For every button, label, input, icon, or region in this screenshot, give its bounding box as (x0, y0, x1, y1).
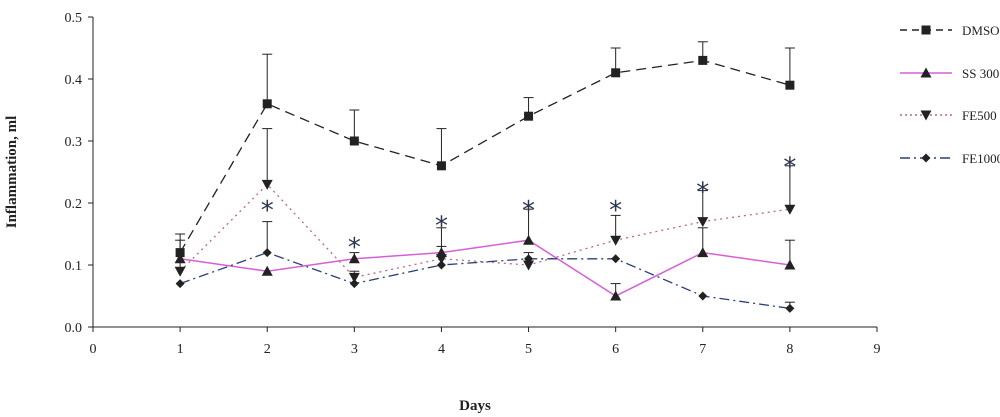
y-tick-label: 0.5 (65, 11, 83, 26)
data-point-ss-300 (261, 265, 273, 276)
data-point-dmso (262, 99, 272, 109)
data-point-fe500 (610, 235, 622, 246)
significance-star: * (609, 196, 622, 226)
y-tick-label: 0.0 (65, 321, 83, 336)
data-point-fe500 (523, 260, 535, 271)
data-point-fe1000 (436, 260, 446, 270)
x-tick-label: 0 (90, 342, 97, 357)
data-point-fe1000 (611, 254, 621, 264)
data-point-dmso (698, 55, 708, 65)
legend-label-fe500: FE500 (962, 108, 997, 123)
x-tick-label: 4 (438, 342, 445, 357)
data-point-dmso (611, 68, 621, 78)
data-point-dmso (524, 111, 534, 121)
x-tick-label: 8 (786, 342, 793, 357)
series-markers (174, 55, 796, 313)
x-tick-label: 3 (351, 342, 358, 357)
data-point-ss-300 (174, 253, 186, 264)
data-point-fe1000 (349, 279, 359, 289)
data-point-ss-300 (523, 234, 535, 245)
legend-label-dmso: DMSO (962, 23, 1000, 38)
data-point-dmso (785, 80, 795, 90)
data-point-ss-300 (697, 247, 709, 258)
significance-star: * (435, 212, 448, 242)
significance-star: * (696, 177, 709, 207)
x-axis-title: Days (459, 398, 491, 414)
series-line-ss-300 (180, 239, 790, 297)
legend-marker-fe1000 (921, 153, 931, 163)
significance-star: * (261, 196, 274, 226)
x-tick-label: 5 (525, 342, 532, 357)
data-point-fe500 (348, 272, 360, 283)
x-tick-label: 2 (264, 342, 271, 357)
x-tick-label: 9 (874, 342, 881, 357)
legend-marker-ss-300 (920, 67, 932, 78)
data-point-dmso (349, 136, 359, 146)
x-tick-label: 1 (177, 342, 184, 357)
legend-label-fe1000: FE1000 (962, 151, 1000, 166)
data-point-ss-300 (784, 259, 796, 270)
data-point-fe1000 (524, 254, 534, 264)
legend-label-ss-300: SS 300 (962, 66, 999, 81)
significance-star: * (783, 153, 796, 183)
axes: 0 1 2 3 4 5 6 7 8 9 0.0 0.1 0.2 0.3 0.4 0.5 (65, 11, 881, 357)
legend-marker-fe500 (920, 110, 932, 121)
data-point-fe500 (784, 204, 796, 215)
significance-star: * (348, 233, 361, 263)
data-point-ss-300 (348, 253, 360, 264)
data-point-fe1000 (698, 291, 708, 301)
series-line-fe1000 (179, 251, 790, 310)
data-point-fe500 (697, 217, 709, 228)
data-point-fe500 (174, 266, 186, 277)
y-tick-label: 0.1 (65, 259, 83, 274)
series-lines (179, 59, 791, 310)
series-line-fe500 (179, 183, 790, 279)
x-tick-label: 7 (699, 342, 706, 357)
data-point-fe1000 (175, 279, 185, 289)
data-point-dmso (175, 248, 185, 258)
x-tick-label: 6 (612, 342, 619, 357)
data-point-fe1000 (262, 248, 272, 258)
legend: DMSO SS 300 FE500 FE1000 (900, 23, 1000, 166)
legend-marker-dmso (921, 25, 931, 35)
y-tick-label: 0.3 (65, 135, 83, 150)
y-tick-label: 0.4 (65, 73, 83, 88)
y-axis-title: Inflammation, ml (4, 116, 20, 229)
y-tick-label: 0.2 (65, 197, 83, 212)
data-point-fe500 (261, 179, 273, 190)
data-point-ss-300 (610, 290, 622, 301)
error-bars (175, 41, 795, 309)
data-point-fe1000 (785, 303, 795, 313)
data-point-dmso (436, 161, 446, 171)
data-point-fe500 (435, 254, 447, 265)
significance-annotations: * * * * * * * (261, 153, 797, 264)
series-line-dmso (179, 59, 791, 253)
significance-star: * (522, 196, 535, 226)
